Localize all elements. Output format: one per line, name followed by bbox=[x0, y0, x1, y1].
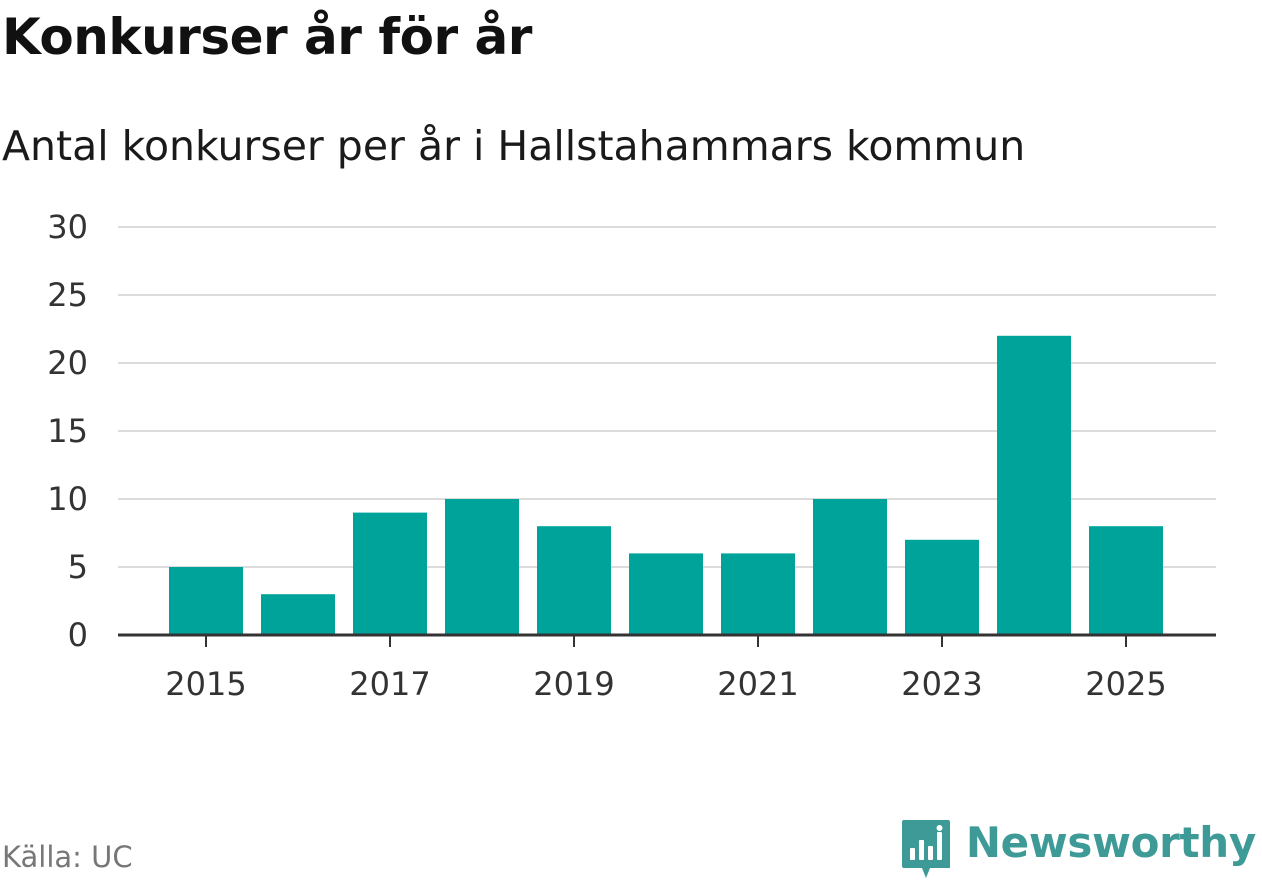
bar-2019 bbox=[537, 526, 611, 635]
brand-name: Newsworthy bbox=[965, 817, 1256, 867]
x-axis-ticks: 2015 2017 2019 2021 2023 2025 bbox=[165, 635, 1167, 703]
x-tick-label: 2017 bbox=[349, 665, 430, 703]
y-tick-label: 5 bbox=[68, 548, 88, 586]
bar-2017 bbox=[353, 512, 427, 635]
y-axis-ticks: 0 5 10 15 20 25 30 bbox=[47, 208, 88, 654]
y-tick-label: 10 bbox=[47, 480, 88, 518]
x-tick-label: 2023 bbox=[901, 665, 982, 703]
bar-2025 bbox=[1089, 526, 1163, 635]
bar-2016 bbox=[261, 594, 335, 635]
bar-2020 bbox=[629, 553, 703, 635]
brand-logo: Newsworthy bbox=[900, 818, 1256, 880]
x-tick-label: 2019 bbox=[533, 665, 614, 703]
bar-2018 bbox=[445, 499, 519, 635]
x-tick-label: 2025 bbox=[1085, 665, 1166, 703]
bar-2023 bbox=[905, 539, 979, 635]
bar-2015 bbox=[169, 567, 243, 635]
bar-2022 bbox=[813, 499, 887, 635]
y-tick-label: 25 bbox=[47, 276, 88, 314]
x-tick-label: 2015 bbox=[165, 665, 246, 703]
newsworthy-logo-icon bbox=[901, 820, 950, 878]
chart-subtitle: Antal konkurser per år i Hallstahammars … bbox=[2, 122, 1026, 170]
y-tick-label: 30 bbox=[47, 208, 88, 246]
source-note: Källa: UC bbox=[2, 840, 133, 874]
x-tick-label: 2021 bbox=[717, 665, 798, 703]
bars bbox=[169, 335, 1163, 635]
bar-2021 bbox=[721, 553, 795, 635]
chart-title: Konkurser år för år bbox=[2, 8, 532, 66]
y-tick-label: 20 bbox=[47, 344, 88, 382]
bar-2024 bbox=[997, 335, 1071, 635]
y-tick-label: 0 bbox=[68, 616, 88, 654]
y-tick-label: 15 bbox=[47, 412, 88, 450]
